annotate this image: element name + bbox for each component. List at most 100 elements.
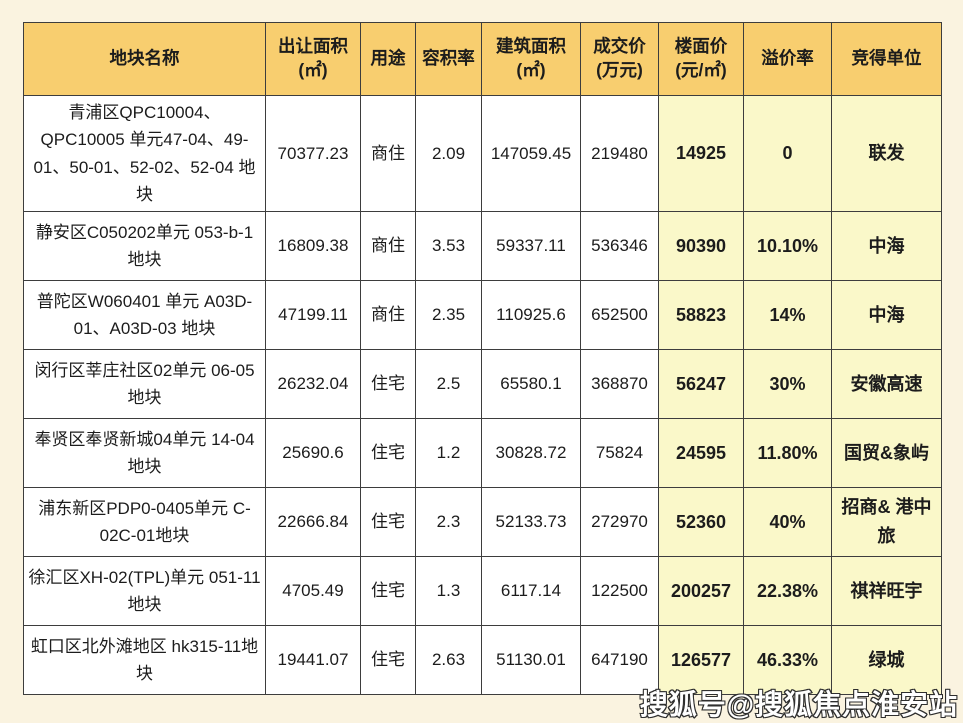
table-cell: 静安区C050202单元 053-b-1地块	[23, 211, 266, 281]
col-header-unit: (万元)	[596, 60, 643, 80]
table-cell: 30828.72	[481, 418, 581, 488]
table-cell: 46.33%	[743, 625, 832, 695]
land-transaction-table: 地块名称 出让面积 (㎡) 用途 容积率 建筑面积 (㎡) 成交价 (万元)	[23, 22, 942, 695]
table-cell: 19441.07	[265, 625, 361, 695]
table-cell: 16809.38	[265, 211, 361, 281]
table-cell: 47199.11	[265, 280, 361, 350]
table-cell: 虹口区北外滩地区 hk315-11地块	[23, 625, 266, 695]
table-row: 闵行区莘庄社区02单元 06-05地块 26232.04 住宅 2.5 65580.1 3…	[23, 349, 942, 419]
col-header-label: 建筑面积	[496, 36, 566, 57]
col-header-floor-price: 楼面价 (元/㎡)	[658, 22, 744, 96]
table-cell: 22666.84	[265, 487, 361, 557]
table-cell: 11.80%	[743, 418, 832, 488]
col-header-unit: (元/㎡)	[675, 60, 727, 80]
table-cell: 14925	[658, 95, 744, 212]
table-cell: 住宅	[360, 625, 416, 695]
table-cell: 14%	[743, 280, 832, 350]
table-cell: 2.5	[415, 349, 482, 419]
col-header-label: 竞得单位	[851, 48, 922, 69]
table-cell: 6117.14	[481, 556, 581, 626]
table-cell: 青浦区QPC10004、QPC10005 单元47-04、49-01、50-01…	[23, 95, 266, 212]
table-cell: 2.63	[415, 625, 482, 695]
table-cell: 绿城	[831, 625, 942, 695]
table-cell: 3.53	[415, 211, 482, 281]
table-cell: 住宅	[360, 556, 416, 626]
col-header-transfer-area: 出让面积 (㎡)	[265, 22, 361, 96]
table-cell: 住宅	[360, 487, 416, 557]
table-row: 虹口区北外滩地区 hk315-11地块 19441.07 住宅 2.63 51130.0…	[23, 625, 942, 695]
col-header-deal-price: 成交价 (万元)	[580, 22, 659, 96]
table-row: 浦东新区PDP0-0405单元 C-02C-01地块 22666.84 住宅 2.3 5…	[23, 487, 942, 557]
table-cell: 65580.1	[481, 349, 581, 419]
table-cell: 272970	[580, 487, 659, 557]
table-cell: 30%	[743, 349, 832, 419]
col-header-plot-ratio: 容积率	[415, 22, 482, 96]
table-body: 青浦区QPC10004、QPC10005 单元47-04、49-01、50-01…	[23, 95, 942, 695]
table-row: 静安区C050202单元 053-b-1地块 16809.38 商住 3.53 5933…	[23, 211, 942, 281]
col-header-unit: (㎡)	[298, 60, 328, 80]
sohu-watermark: 搜狐号@搜狐焦点淮安站	[639, 688, 958, 721]
col-header-winning-bidder: 竞得单位	[831, 22, 942, 96]
table-cell: 1.3	[415, 556, 482, 626]
col-header-label: 成交价	[593, 36, 646, 57]
col-header-label: 出让面积	[278, 36, 348, 57]
table-cell: 中海	[831, 211, 942, 281]
table-cell: 536346	[580, 211, 659, 281]
table-cell: 商住	[360, 280, 416, 350]
table-cell: 368870	[580, 349, 659, 419]
col-header-building-area: 建筑面积 (㎡)	[481, 22, 581, 96]
table-cell: 51130.01	[481, 625, 581, 695]
table-cell: 徐汇区XH-02(TPL)单元 051-11地块	[23, 556, 266, 626]
col-header-parcel-name: 地块名称	[23, 22, 266, 96]
table-cell: 浦东新区PDP0-0405单元 C-02C-01地块	[23, 487, 266, 557]
table-row: 奉贤区奉贤新城04单元 14-04地块 25690.6 住宅 1.2 30828.72 7…	[23, 418, 942, 488]
table-row: 普陀区W060401 单元 A03D-01、A03D-03 地块 47199.11…	[23, 280, 942, 350]
table-cell: 10.10%	[743, 211, 832, 281]
table-cell: 商住	[360, 211, 416, 281]
col-header-label: 用途	[370, 48, 406, 69]
table-cell: 40%	[743, 487, 832, 557]
table-cell: 26232.04	[265, 349, 361, 419]
table-cell: 4705.49	[265, 556, 361, 626]
table-row: 青浦区QPC10004、QPC10005 单元47-04、49-01、50-01…	[23, 95, 942, 212]
col-header-label: 溢价率	[761, 48, 814, 69]
table-cell: 126577	[658, 625, 744, 695]
table-header: 地块名称 出让面积 (㎡) 用途 容积率 建筑面积 (㎡) 成交价 (万元)	[23, 22, 942, 96]
table-cell: 70377.23	[265, 95, 361, 212]
col-header-label: 地块名称	[109, 48, 180, 69]
table-cell: 联发	[831, 95, 942, 212]
col-header-label: 容积率	[422, 48, 475, 69]
table-row: 徐汇区XH-02(TPL)单元 051-11地块 4705.49 住宅 1.3 6117…	[23, 556, 942, 626]
col-header-premium-rate: 溢价率	[743, 22, 832, 96]
table-cell: 祺祥旺宇	[831, 556, 942, 626]
table-cell: 25690.6	[265, 418, 361, 488]
table-cell: 122500	[580, 556, 659, 626]
table-cell: 24595	[658, 418, 744, 488]
table-cell: 90390	[658, 211, 744, 281]
table-cell: 住宅	[360, 418, 416, 488]
table-cell: 647190	[580, 625, 659, 695]
table-cell: 闵行区莘庄社区02单元 06-05地块	[23, 349, 266, 419]
table-cell: 2.35	[415, 280, 482, 350]
table-cell: 1.2	[415, 418, 482, 488]
table-cell: 招商& 港中旅	[831, 487, 942, 557]
table-cell: 219480	[580, 95, 659, 212]
table-cell: 住宅	[360, 349, 416, 419]
table-cell: 0	[743, 95, 832, 212]
table-cell: 安徽高速	[831, 349, 942, 419]
table-cell: 200257	[658, 556, 744, 626]
table-cell: 22.38%	[743, 556, 832, 626]
table-cell: 56247	[658, 349, 744, 419]
table-cell: 59337.11	[481, 211, 581, 281]
table-cell: 中海	[831, 280, 942, 350]
col-header-unit: (㎡)	[516, 60, 546, 80]
table-cell: 2.3	[415, 487, 482, 557]
table-cell: 商住	[360, 95, 416, 212]
table-cell: 58823	[658, 280, 744, 350]
table-cell: 52360	[658, 487, 744, 557]
col-header-land-use: 用途	[360, 22, 416, 96]
table-cell: 普陀区W060401 单元 A03D-01、A03D-03 地块	[23, 280, 266, 350]
table-cell: 52133.73	[481, 487, 581, 557]
col-header-label: 楼面价	[674, 36, 728, 57]
table-cell: 110925.6	[481, 280, 581, 350]
